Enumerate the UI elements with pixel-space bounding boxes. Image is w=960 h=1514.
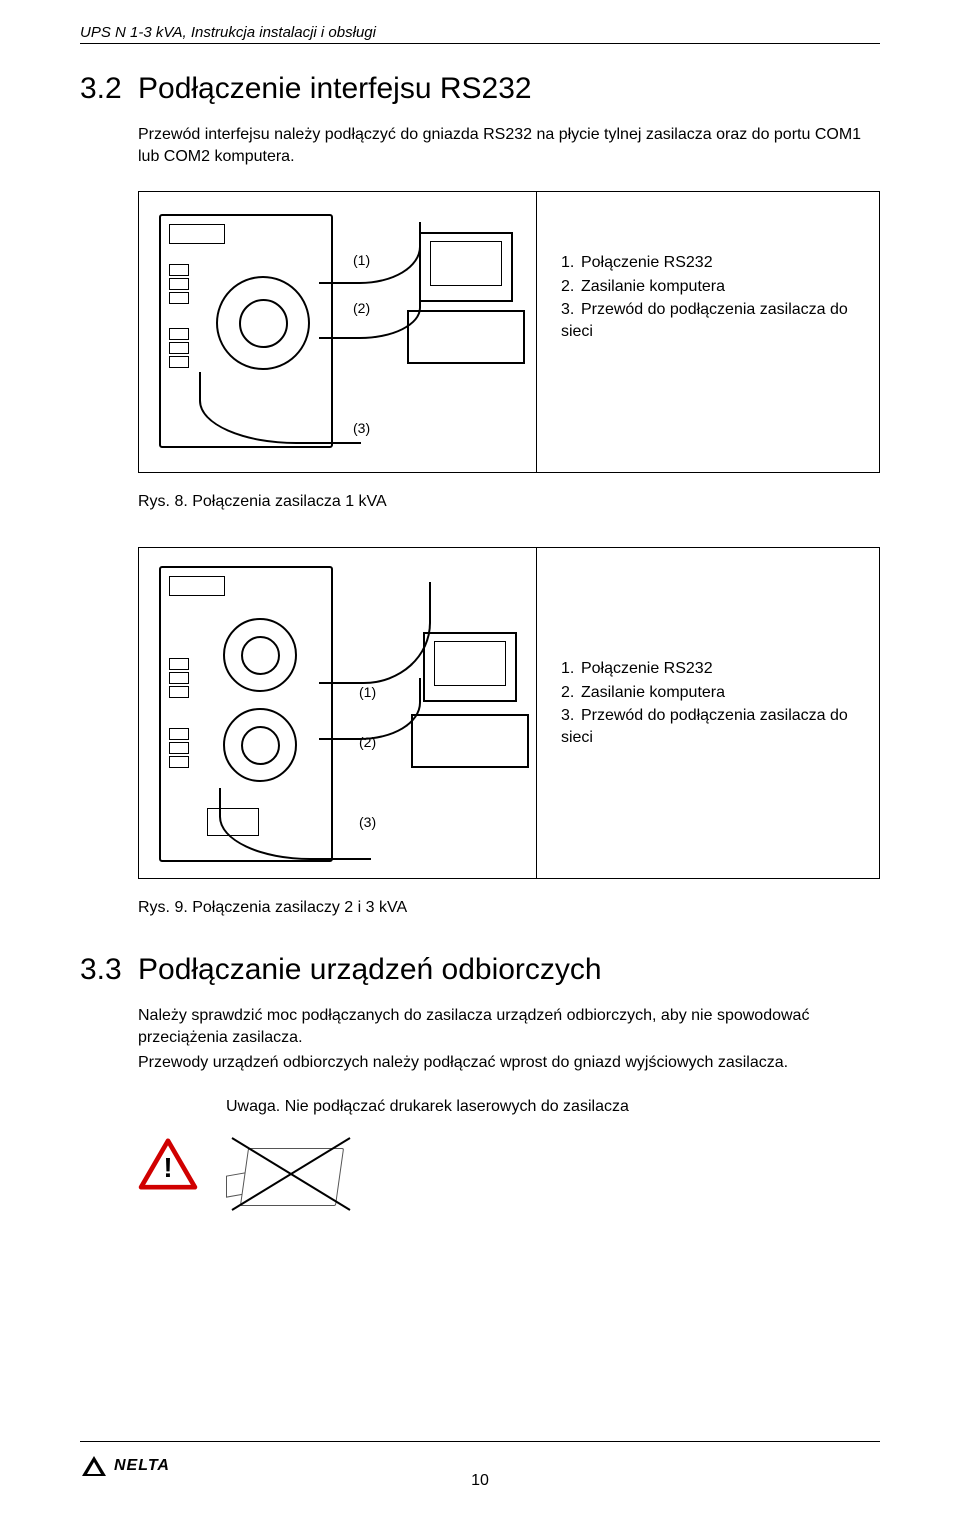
legend-list: 1.Połączenie RS232 2.Zasilanie komputera… — [561, 252, 855, 342]
printer-crossed-icon — [226, 1128, 356, 1218]
fan-icon — [216, 276, 310, 370]
callout-1: (1) — [359, 684, 376, 700]
figure-9-legend: 1.Połączenie RS232 2.Zasilanie komputera… — [537, 548, 879, 878]
warning-text: Uwaga. Nie podłączać drukarek laserowych… — [226, 1098, 880, 1116]
section-3-3-p1: Należy sprawdzić moc podłączanych do zas… — [138, 1005, 880, 1048]
section-number: 3.2 — [80, 72, 138, 106]
page-number: 10 — [471, 1472, 489, 1490]
section-title: Podłączanie urządzeń odbiorczych — [138, 953, 602, 987]
fan-icon — [223, 708, 297, 782]
outlet-icon — [169, 756, 189, 768]
brand-text: NELTA — [114, 1457, 170, 1475]
callout-3: (3) — [353, 420, 370, 436]
legend-item-label: Połączenie RS232 — [581, 254, 713, 271]
port-panel-icon — [169, 576, 225, 596]
callout-3: (3) — [359, 814, 376, 830]
legend-item-label: Przewód do podłączenia zasilacza do siec… — [561, 301, 848, 340]
page: UPS N 1-3 kVA, Instrukcja instalacji i o… — [0, 0, 960, 1514]
legend-item-label: Połączenie RS232 — [581, 660, 713, 677]
section-3-2-paragraph: Przewód interfejsu należy podłączyć do g… — [138, 124, 880, 167]
figure-9: (1) (2) (3) 1.Połączenie RS232 2.Zasilan… — [138, 547, 880, 879]
warning-block: ! Uwaga. Nie podłączać drukarek laserowy… — [138, 1098, 880, 1218]
section-number: 3.3 — [80, 953, 138, 987]
callout-1: (1) — [353, 252, 370, 268]
callout-2: (2) — [359, 734, 376, 750]
outlet-stack-icon — [169, 264, 189, 304]
legend-item-label: Przewód do podłączenia zasilacza do siec… — [561, 707, 848, 746]
outlet-icon — [169, 742, 189, 754]
outlet-icon — [169, 356, 189, 368]
figure-9-caption: Rys. 9. Połączenia zasilaczy 2 i 3 kVA — [138, 899, 880, 917]
outlet-icon — [169, 686, 189, 698]
legend-item: 2.Zasilanie komputera — [561, 276, 855, 298]
outlet-stack-icon — [169, 658, 189, 698]
cable-icon — [319, 582, 431, 684]
outlet-stack-icon — [169, 328, 189, 368]
callout-2: (2) — [353, 300, 370, 316]
legend-item-label: Zasilanie komputera — [581, 278, 725, 295]
figure-8-caption: Rys. 8. Połączenia zasilacza 1 kVA — [138, 493, 880, 511]
outlet-icon — [169, 328, 189, 340]
outlet-icon — [169, 728, 189, 740]
outlet-icon — [169, 278, 189, 290]
running-header: UPS N 1-3 kVA, Instrukcja instalacji i o… — [80, 24, 880, 44]
brand-logo: NELTA — [80, 1452, 170, 1480]
svg-text:!: ! — [163, 1152, 172, 1183]
outlet-icon — [169, 672, 189, 684]
legend-item: 3.Przewód do podłączenia zasilacza do si… — [561, 299, 855, 342]
figure-8-diagram: (1) (2) (3) — [139, 192, 537, 472]
warning-triangle-icon: ! — [138, 1138, 198, 1190]
section-3-2-heading: 3.2 Podłączenie interfejsu RS232 — [80, 72, 880, 106]
legend-item-label: Zasilanie komputera — [581, 684, 725, 701]
legend-item: 1.Połączenie RS232 — [561, 252, 855, 274]
legend-item: 3.Przewód do podłączenia zasilacza do si… — [561, 705, 855, 748]
section-title: Podłączenie interfejsu RS232 — [138, 72, 532, 106]
delta-triangle-icon — [80, 1454, 108, 1478]
figure-9-diagram: (1) (2) (3) — [139, 548, 537, 878]
legend-item: 1.Połączenie RS232 — [561, 658, 855, 680]
outlet-icon — [169, 292, 189, 304]
computer-base-icon — [407, 310, 525, 364]
legend-list: 1.Połączenie RS232 2.Zasilanie komputera… — [561, 658, 855, 748]
computer-base-icon — [411, 714, 529, 768]
figure-8: (1) (2) (3) 1.Połączenie RS232 2.Zasilan… — [138, 191, 880, 473]
outlet-icon — [169, 342, 189, 354]
outlet-icon — [169, 264, 189, 276]
section-3-3-heading: 3.3 Podłączanie urządzeń odbiorczych — [80, 953, 880, 987]
printer-body-icon — [240, 1148, 344, 1206]
outlet-stack-icon — [169, 728, 189, 768]
fan-icon — [223, 618, 297, 692]
monitor-icon — [419, 232, 513, 302]
section-3-3-p2: Przewody urządzeń odbiorczych należy pod… — [138, 1052, 880, 1074]
outlet-icon — [169, 658, 189, 670]
figure-8-legend: 1.Połączenie RS232 2.Zasilanie komputera… — [537, 192, 879, 472]
legend-item: 2.Zasilanie komputera — [561, 682, 855, 704]
port-panel-icon — [169, 224, 225, 244]
warning-content: Uwaga. Nie podłączać drukarek laserowych… — [226, 1098, 880, 1218]
monitor-icon — [423, 632, 517, 702]
footer-rule — [80, 1441, 880, 1442]
